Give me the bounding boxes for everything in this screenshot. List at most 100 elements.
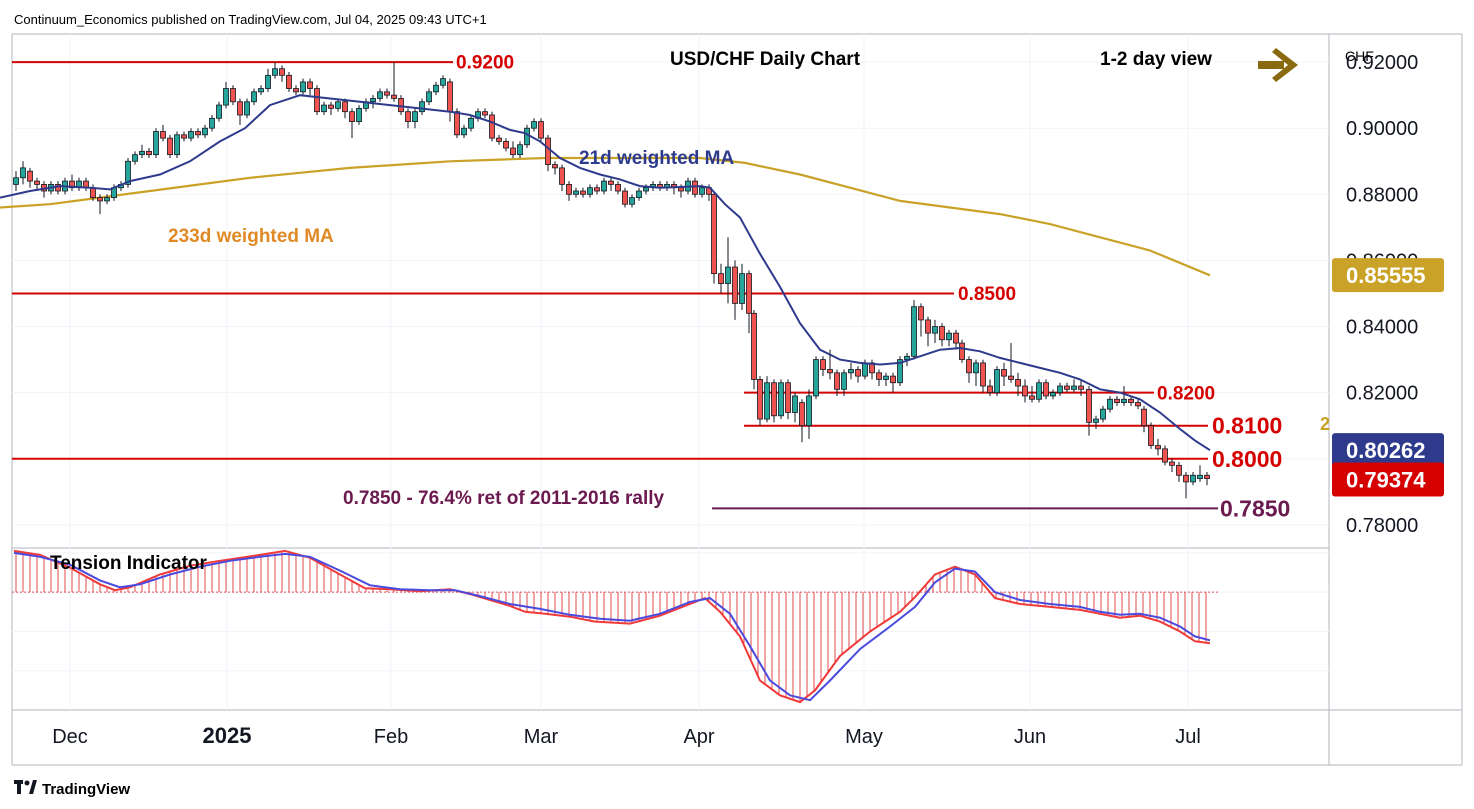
candle-body (489, 114, 495, 139)
side-number: 2 (1320, 414, 1330, 434)
tension-slow-line (13, 551, 1211, 702)
price-badge (1332, 462, 1444, 497)
candle-body (1022, 385, 1028, 397)
candle-body (1029, 395, 1035, 400)
candle-body (806, 395, 812, 427)
candle-body (559, 167, 565, 185)
candle-body (1183, 474, 1189, 483)
price-badge-label: 0.85555 (1346, 263, 1426, 288)
x-tick-label: Apr (683, 726, 714, 748)
candle-body (188, 131, 194, 139)
candle-body (1128, 398, 1134, 403)
candle-body (342, 101, 348, 113)
candle-body (699, 187, 705, 195)
candle-body (384, 91, 390, 96)
fib-annotation: 0.7850 - 76.4% ret of 2011-2016 rally (343, 488, 665, 509)
candle-body (468, 117, 474, 129)
candle-body (1057, 385, 1063, 394)
right-arrow-icon (1258, 48, 1298, 82)
candle-body (20, 167, 26, 179)
candle-body (482, 111, 488, 116)
candle-body (321, 104, 327, 113)
candle-body (876, 372, 882, 380)
candle-body (265, 74, 271, 89)
candle-body (841, 372, 847, 390)
candle-body (573, 190, 579, 195)
candle-body (517, 144, 523, 156)
candle-body (461, 127, 467, 136)
candle-body (272, 68, 278, 76)
x-tick-label: Feb (374, 726, 408, 748)
candle-body (994, 369, 1000, 394)
candle-body (739, 273, 745, 304)
candle-body (711, 193, 717, 275)
candle-body (1050, 392, 1056, 397)
y-tick-label: 0.82000 (1346, 383, 1418, 405)
candle-body (862, 362, 868, 377)
candle-body (1015, 379, 1021, 387)
tradingview-logo: TradingView (14, 780, 130, 798)
candle-body (433, 84, 439, 93)
candle-body (1008, 375, 1014, 380)
candle-body (987, 385, 993, 394)
candle-body (279, 68, 285, 76)
candle-body (251, 91, 257, 103)
level-label: 0.8500 (958, 284, 1016, 305)
candle-body (454, 111, 460, 136)
candle-body (911, 306, 917, 357)
brand-name: TradingView (42, 781, 130, 798)
candle-body (771, 382, 777, 417)
candle-body (594, 187, 600, 192)
candle-body (223, 88, 229, 106)
candle-body (1036, 382, 1042, 400)
published-caption: Continuum_Economics published on Trading… (14, 12, 487, 27)
candle-body (195, 131, 201, 136)
candle-body (552, 164, 558, 169)
time-axis[interactable]: Dec 2025 Feb Mar Apr May Jun Jul (52, 723, 1201, 748)
candle-body (447, 81, 453, 113)
candle-body (764, 382, 770, 420)
candle-body (953, 332, 959, 344)
candle-body (1141, 408, 1147, 427)
candle-body (1100, 408, 1106, 420)
candle-body (1107, 398, 1113, 410)
candle-body (230, 88, 236, 103)
x-tick-label: Mar (524, 726, 559, 748)
price-badge (1332, 258, 1444, 293)
candle-body (939, 326, 945, 341)
level-label: 0.8100 (1212, 413, 1282, 439)
price-badge-label: 0.80262 (1346, 438, 1426, 463)
level-label: 0.8000 (1212, 446, 1282, 472)
candle-body (692, 180, 698, 195)
frame (11, 33, 1463, 766)
candle-body (244, 101, 250, 116)
y-tick-label: 0.88000 (1346, 184, 1418, 206)
candle-body (503, 141, 509, 149)
candle-body (125, 160, 131, 185)
candle-body (510, 147, 516, 156)
candle-body (496, 137, 502, 142)
price-badge (1332, 433, 1444, 468)
view-label: 1-2 day view (1100, 49, 1212, 70)
tension-indicator (12, 549, 1218, 704)
ma21-label: 21d weighted MA (579, 148, 734, 169)
candle-body (202, 127, 208, 136)
candle-body (398, 98, 404, 113)
candle-body (799, 402, 805, 427)
candle-body (1093, 418, 1099, 423)
candle-body (90, 187, 96, 199)
candle-body (293, 88, 299, 93)
candle-body (848, 369, 854, 374)
candle-body (377, 91, 383, 99)
candle-body (13, 177, 19, 185)
candle-body (1204, 474, 1210, 479)
candle-body (932, 326, 938, 334)
candle-body (785, 382, 791, 413)
x-tick-label: May (845, 726, 883, 748)
candle-body (237, 101, 243, 116)
candles (13, 62, 1210, 499)
ma233-line (0, 156, 1211, 277)
candle-body (412, 111, 418, 122)
y-tick-label: 0.84000 (1346, 317, 1418, 339)
candle-body (897, 359, 903, 384)
